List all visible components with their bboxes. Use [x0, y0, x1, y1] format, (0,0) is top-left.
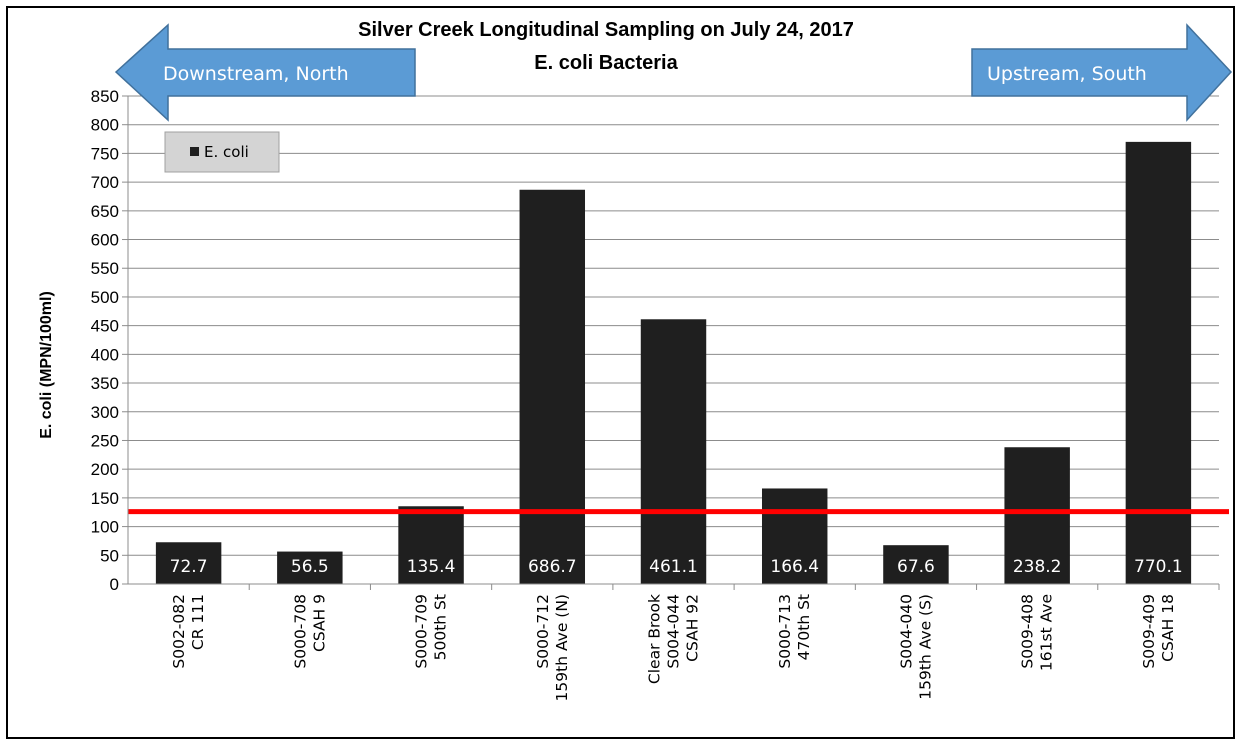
upstream-arrow-shape	[971, 23, 1233, 122]
x-tick-label: S000-713 470th St	[776, 594, 813, 669]
x-tick-label-line: S004-044	[665, 594, 683, 669]
legend-swatch	[190, 147, 199, 156]
y-tick-label: 0	[110, 575, 119, 594]
y-tick-label: 50	[100, 546, 119, 565]
data-label: 56.5	[291, 557, 329, 577]
x-tick-label-line: S000-708	[291, 594, 309, 669]
bar	[1004, 447, 1070, 584]
data-label: 67.6	[897, 557, 935, 577]
data-label: 135.4	[407, 557, 456, 577]
x-tick-label-line: CR 111	[189, 594, 207, 650]
x-tick-label-line: S000-709	[413, 594, 431, 669]
x-tick-label-line: CSAH 9	[310, 594, 328, 652]
x-tick-label: S002-082 CR 111	[170, 594, 207, 669]
x-tick-label-line: S004-040	[897, 594, 915, 669]
y-tick-label: 300	[91, 403, 119, 422]
x-tick-label-line: S000-712	[534, 594, 552, 669]
y-tick-label: 850	[91, 87, 119, 106]
y-tick-label: 250	[91, 431, 119, 450]
data-label: 770.1	[1134, 557, 1183, 577]
y-tick-label: 500	[91, 288, 119, 307]
y-tick-label: 750	[91, 144, 119, 163]
x-tick-label-line: 159th Ave (N)	[553, 594, 571, 701]
y-tick-label: 100	[91, 518, 119, 537]
x-tick-label-line: S002-082	[170, 594, 188, 669]
data-label: 166.4	[770, 557, 819, 577]
data-label: 686.7	[528, 557, 577, 577]
x-tick-label-line: S009-408	[1019, 594, 1037, 669]
y-tick-label: 650	[91, 202, 119, 221]
x-tick-label: S000-708 CSAH 9	[291, 594, 328, 669]
data-label: 72.7	[170, 557, 208, 577]
x-tick-label: Clear Brook S004-044 CSAH 92	[646, 594, 702, 684]
bars	[155, 141, 1192, 584]
downstream-arrow: Downstream, North	[114, 23, 416, 122]
upstream-arrow-label: Upstream, South	[987, 63, 1147, 85]
bar	[519, 189, 586, 584]
y-tick-label: 200	[91, 460, 119, 479]
y-axis-label: E. coli (MPN/100ml)	[38, 291, 55, 439]
x-tick-label-line: Clear Brook	[646, 594, 664, 684]
bar	[398, 506, 464, 584]
bar	[277, 551, 343, 584]
x-tick-label: S000-712 159th Ave (N)	[534, 594, 571, 701]
y-tick-label: 350	[91, 374, 119, 393]
x-tick-label-line: S000-713	[776, 594, 794, 669]
chart-frame	[6, 6, 1235, 739]
axes: 0 50 100 150 200 250 300 350 400 450 500 550 600 650 7…	[91, 87, 1220, 701]
bar	[1125, 141, 1192, 584]
upstream-arrow: Upstream, South	[971, 23, 1233, 122]
chart-subtitle: E. coli Bacteria	[534, 52, 678, 74]
chart-title: Silver Creek Longitudinal Sampling on Ju…	[358, 19, 854, 41]
x-tick-label: S000-709 500th St	[413, 594, 450, 669]
y-tick-label: 150	[91, 489, 119, 508]
x-tick-label-line: 159th Ave (S)	[916, 594, 934, 700]
y-tick-label: 800	[91, 116, 119, 135]
bar	[155, 542, 222, 584]
x-tick-label-line: CSAH 92	[684, 594, 702, 662]
y-tick-label: 600	[91, 231, 119, 250]
bar	[640, 319, 707, 584]
legend-label: E. coli	[204, 143, 249, 161]
y-tick-label: 550	[91, 259, 119, 278]
y-tick-label: 400	[91, 345, 119, 364]
x-tick-label: S009-408 161st Ave	[1019, 594, 1056, 671]
bar	[761, 488, 828, 584]
x-tick-label-line: S009-409	[1140, 594, 1158, 669]
x-tick-label-line: 470th St	[795, 594, 813, 660]
legend-box	[164, 131, 280, 173]
bar	[883, 545, 949, 584]
downstream-arrow-shape	[114, 23, 416, 122]
x-tick-label-line: 500th St	[432, 594, 450, 660]
x-tick-label: S004-040 159th Ave (S)	[897, 594, 934, 700]
data-label: 461.1	[649, 557, 698, 577]
legend: E. coli	[164, 131, 280, 173]
downstream-arrow-label: Downstream, North	[163, 63, 349, 85]
data-labels: 72.7 56.5 135.4 686.7 461.1 166.4 67.6 238.2 770…	[170, 557, 1183, 577]
y-tick-label: 700	[91, 173, 119, 192]
x-tick-label-line: CSAH 18	[1159, 594, 1177, 662]
x-tick-label: S009-409 CSAH 18	[1140, 594, 1177, 669]
data-label: 238.2	[1013, 557, 1062, 577]
y-tick-label: 450	[91, 317, 119, 336]
x-tick-label-line: 161st Ave	[1038, 594, 1056, 671]
